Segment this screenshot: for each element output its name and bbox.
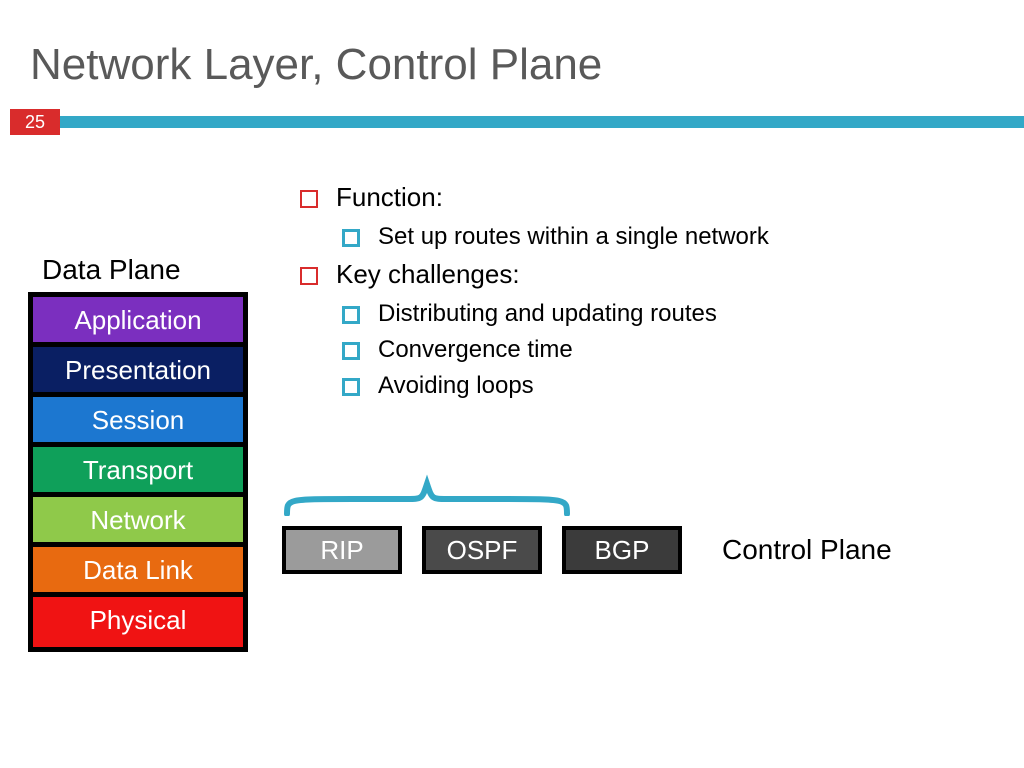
layer-session: Session [33, 397, 243, 447]
bullet-function: Function: [300, 182, 1000, 213]
layer-transport: Transport [33, 447, 243, 497]
bullet-content: Function: Set up routes within a single … [300, 182, 1000, 408]
header-bar [60, 116, 1024, 128]
bullet-challenges-2: Convergence time [342, 336, 1000, 364]
osi-layer-stack: Application Presentation Session Transpo… [28, 292, 248, 652]
protocol-rip: RIP [282, 526, 402, 574]
header-rule: 25 [0, 114, 1024, 134]
bullet-challenges-3: Avoiding loops [342, 372, 1000, 400]
protocol-bgp: BGP [562, 526, 682, 574]
bullet-function-1: Set up routes within a single network [342, 223, 1000, 251]
slide-number-badge: 25 [10, 109, 60, 135]
protocol-ospf: OSPF [422, 526, 542, 574]
control-plane-label: Control Plane [722, 534, 892, 566]
layer-data-link: Data Link [33, 547, 243, 597]
bullet-challenges: Key challenges: [300, 259, 1000, 290]
brace-icon [282, 464, 572, 516]
layer-physical: Physical [33, 597, 243, 647]
slide-title: Network Layer, Control Plane [30, 40, 602, 90]
protocol-row: RIP OSPF BGP Control Plane [282, 526, 892, 574]
layer-network: Network [33, 497, 243, 547]
data-plane-label: Data Plane [42, 254, 181, 286]
layer-presentation: Presentation [33, 347, 243, 397]
layer-application: Application [33, 297, 243, 347]
bullet-challenges-1: Distributing and updating routes [342, 300, 1000, 328]
